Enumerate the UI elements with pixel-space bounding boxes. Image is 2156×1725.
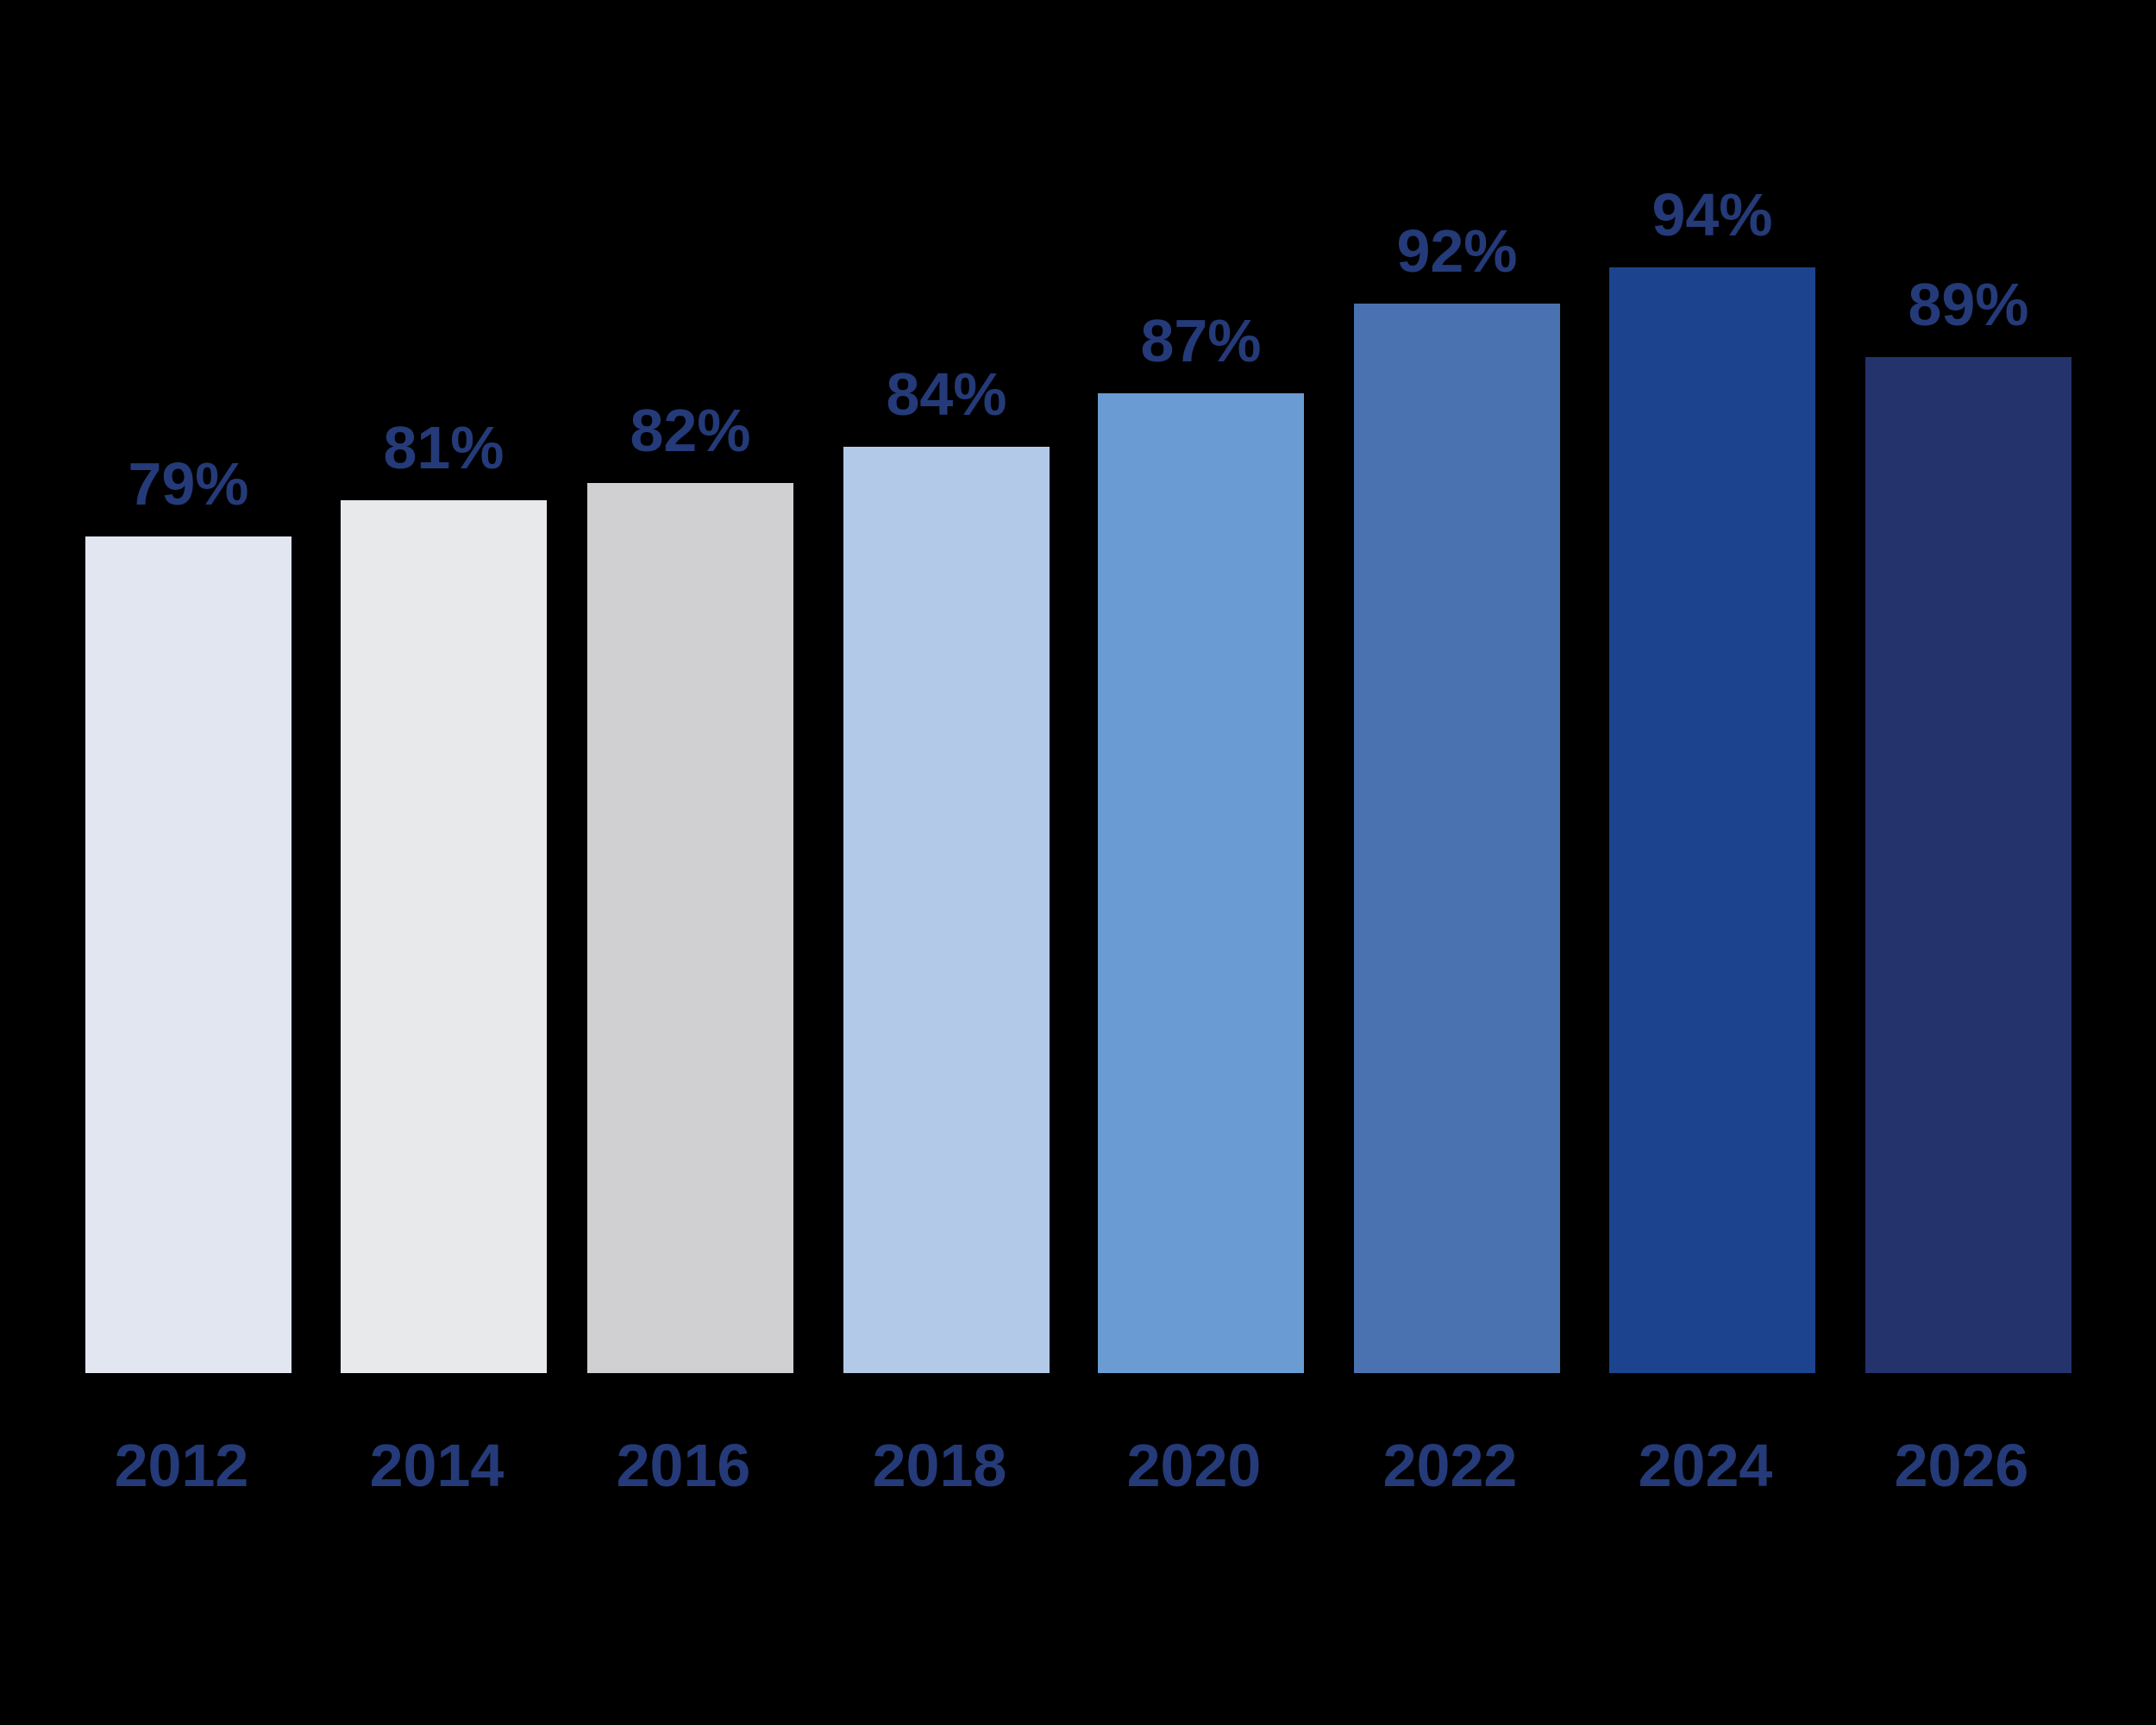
value-label: 82% [630,396,751,464]
value-label: 89% [1908,271,2029,338]
category-label: 2022 [1382,1432,1518,1499]
category-label: 2020 [1126,1432,1262,1499]
bar-2026 [1865,357,2071,1373]
value-label: 81% [383,414,505,482]
bar-2012 [85,536,291,1373]
category-label: 2024 [1638,1432,1773,1499]
category-label: 2014 [369,1432,505,1499]
value-label: 92% [1396,216,1518,285]
bar-2024 [1609,267,1815,1373]
bar-2016 [587,482,793,1373]
value-label: 79% [128,450,249,518]
value-label: 84% [886,361,1007,428]
category-label: 2016 [616,1432,751,1499]
bar-2020 [1098,392,1304,1373]
category-label: 2012 [114,1432,249,1499]
bar-2022 [1354,303,1560,1373]
value-label: 87% [1140,306,1262,374]
value-label: 94% [1651,181,1773,248]
category-label: 2018 [872,1432,1007,1499]
bar-2014 [341,500,547,1373]
category-label: 2026 [1894,1432,2029,1499]
bar-2018 [843,447,1050,1373]
